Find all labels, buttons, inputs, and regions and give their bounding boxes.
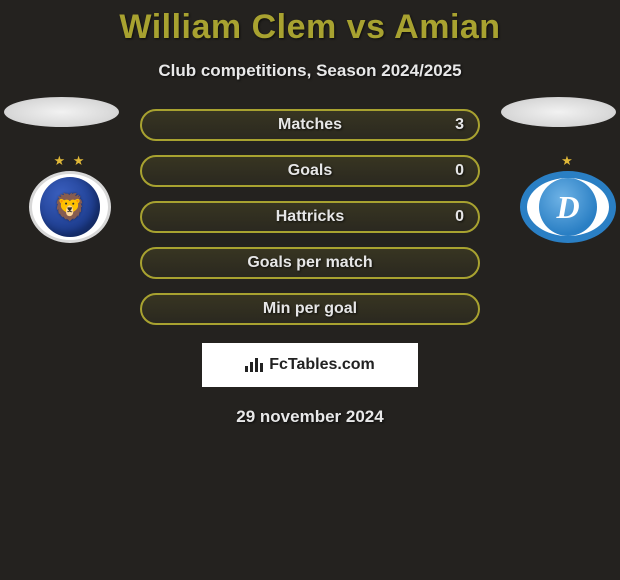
stats-area: ★ ★ 🦁 ★ D Matches 3 Goals 0 Hattricks 0 — [0, 109, 620, 325]
player-left-ellipse — [4, 97, 119, 127]
stats-column: Matches 3 Goals 0 Hattricks 0 Goals per … — [140, 109, 480, 325]
stat-label: Matches — [278, 116, 342, 134]
player-right-ellipse — [501, 97, 616, 127]
club-logo-left: 🦁 — [29, 171, 111, 243]
star-icon: ★ — [561, 153, 575, 169]
date-label: 29 november 2024 — [236, 407, 383, 427]
stat-value-right: 3 — [455, 116, 464, 134]
stars-icon: ★ ★ — [54, 153, 87, 169]
brand-text: FcTables.com — [269, 356, 375, 374]
lion-icon: 🦁 — [54, 192, 86, 223]
club-badge-right: ★ D — [518, 153, 618, 243]
stat-label: Hattricks — [276, 208, 344, 226]
brand-box[interactable]: FcTables.com — [202, 343, 418, 387]
stat-value-right: 0 — [455, 208, 464, 226]
stat-label: Min per goal — [263, 300, 357, 318]
stat-row: Goals 0 — [140, 155, 480, 187]
club-logo-right: D — [520, 171, 616, 243]
page-title: William Clem vs Amian — [119, 8, 500, 47]
stat-row: Matches 3 — [140, 109, 480, 141]
stat-row: Min per goal — [140, 293, 480, 325]
stat-label: Goals — [288, 162, 332, 180]
comparison-card: William Clem vs Amian Club competitions,… — [0, 0, 620, 427]
dinamo-letter: D — [539, 178, 597, 236]
stat-label: Goals per match — [247, 254, 372, 272]
stat-row: Goals per match — [140, 247, 480, 279]
stat-row: Hattricks 0 — [140, 201, 480, 233]
bar-chart-icon — [245, 358, 263, 372]
stat-value-right: 0 — [455, 162, 464, 180]
page-subtitle: Club competitions, Season 2024/2025 — [158, 61, 461, 81]
club-badge-left: ★ ★ 🦁 — [20, 153, 120, 243]
